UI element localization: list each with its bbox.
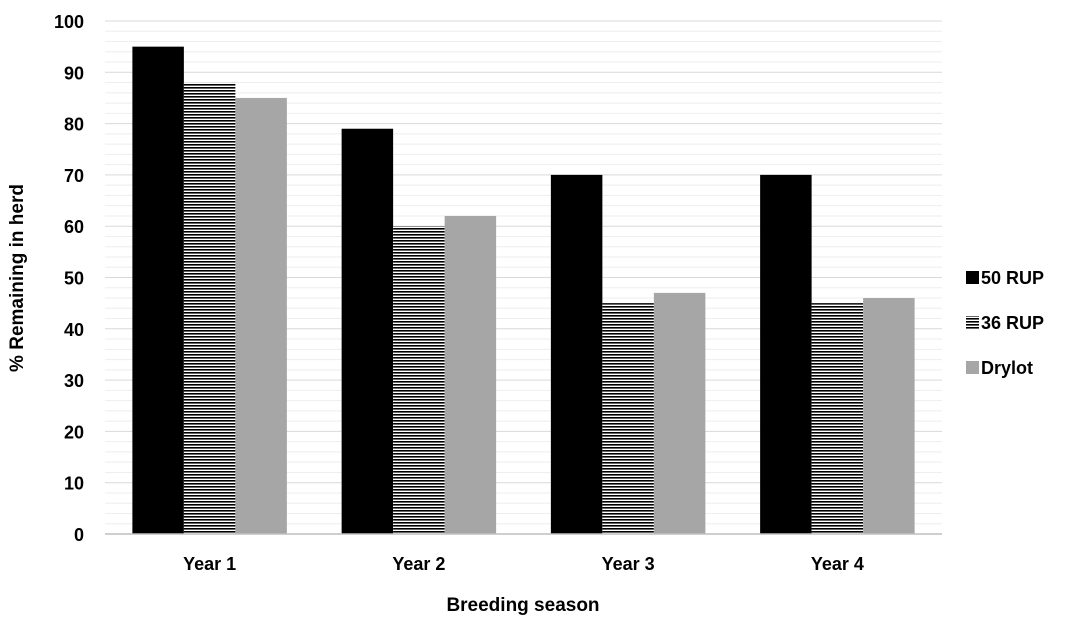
legend-label: Drylot <box>981 358 1033 378</box>
bar-drylot-year-4 <box>863 298 915 534</box>
y-tick-label: 50 <box>64 269 84 289</box>
bar-50-rup-year-4 <box>760 174 812 534</box>
bar-36-rup-year-3 <box>602 303 654 534</box>
y-tick-label: 20 <box>64 422 84 442</box>
bar-50-rup-year-1 <box>132 46 184 535</box>
legend-swatch <box>966 361 979 374</box>
axes: 0 10 20 30 40 50 60 70 80 90 100 Year 1 Year 2 Year 3… <box>54 12 942 574</box>
x-axis-title: Breeding season <box>446 595 599 615</box>
bar-50-rup-year-3 <box>550 174 603 534</box>
legend-label: 36 RUP <box>981 313 1044 333</box>
bar-36-rup-year-2 <box>393 226 445 534</box>
y-tick-label: 90 <box>64 63 84 83</box>
y-tick-label: 30 <box>64 371 84 391</box>
bar-drylot-year-3 <box>653 292 706 534</box>
bar-36-rup-year-4 <box>811 303 864 534</box>
bar-drylot-year-1 <box>235 97 287 534</box>
x-tick-label: Year 2 <box>392 554 445 574</box>
y-tick-label: 10 <box>64 474 84 494</box>
bar-drylot-year-2 <box>444 215 497 534</box>
y-tick-label: 100 <box>54 12 84 32</box>
legend-swatch <box>966 316 979 329</box>
bar-36-rup-year-1 <box>183 82 236 534</box>
legend-label: 50 RUP <box>981 268 1044 288</box>
bar-50-rup-year-2 <box>341 128 394 535</box>
y-tick-label: 70 <box>64 166 84 186</box>
y-tick-label: 60 <box>64 217 84 237</box>
bars <box>132 46 915 535</box>
x-tick-label: Year 3 <box>602 554 655 574</box>
legend: 50 RUP 36 RUP Drylot <box>966 268 1044 378</box>
y-axis-title: % Remaining in herd <box>7 184 28 372</box>
y-tick-label: 80 <box>64 115 84 135</box>
legend-swatch <box>966 271 979 284</box>
x-tick-label: Year 4 <box>811 554 864 574</box>
x-tick-label: Year 1 <box>183 554 236 574</box>
y-tick-label: 40 <box>64 320 84 340</box>
y-tick-label: 0 <box>74 525 84 545</box>
